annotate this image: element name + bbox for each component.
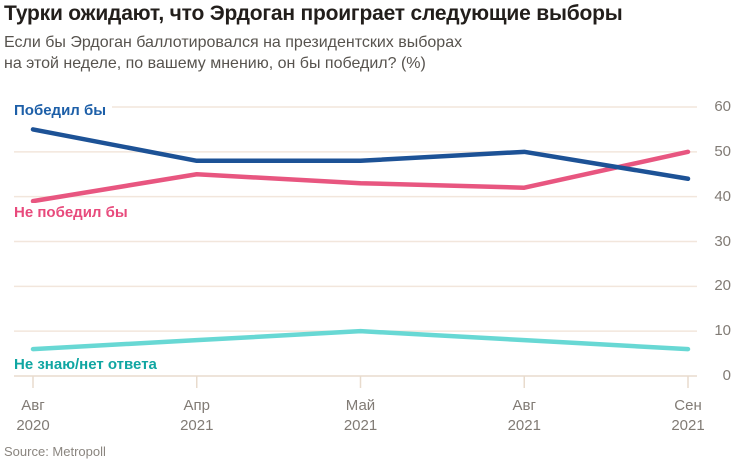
series-label-would-win: Победил бы [14,101,113,120]
y-axis-label: 20 [714,277,731,295]
chart-title: Турки ожидают, что Эрдоган проиграет сле… [4,2,623,25]
series-line-2 [30,328,691,352]
x-axis-label: Апр 2021 [180,397,214,434]
x-axis-label: Сен 2021 [671,397,705,434]
series-label-would-not-win: Не победил бы [14,203,134,222]
y-axis-label: 50 [714,142,731,160]
series-line-0 [30,127,691,181]
x-axis-label: Май 2021 [343,397,378,434]
chart-subtitle: Если бы Эрдоган баллотировался на презид… [4,32,462,74]
series-label-dont-know: Не знаю/нет ответа [14,355,163,374]
x-axis-label: Авг 2020 [16,397,50,434]
y-axis-label: 30 [714,232,731,250]
y-axis-label: 60 [714,98,731,115]
y-axis-label: 10 [714,322,731,340]
x-axis-label: Авг 2021 [507,397,541,434]
y-axis-label: 0 [722,367,731,384]
series-line-1 [30,149,691,204]
source-note: Source: Metropoll [4,444,106,459]
chart-subtitle-line1: Если бы Эрдоган баллотировался на презид… [4,34,463,51]
chart-subtitle-line2: на этой неделе, по вашему мнению, он бы … [4,55,426,72]
y-axis-label: 40 [714,187,731,205]
